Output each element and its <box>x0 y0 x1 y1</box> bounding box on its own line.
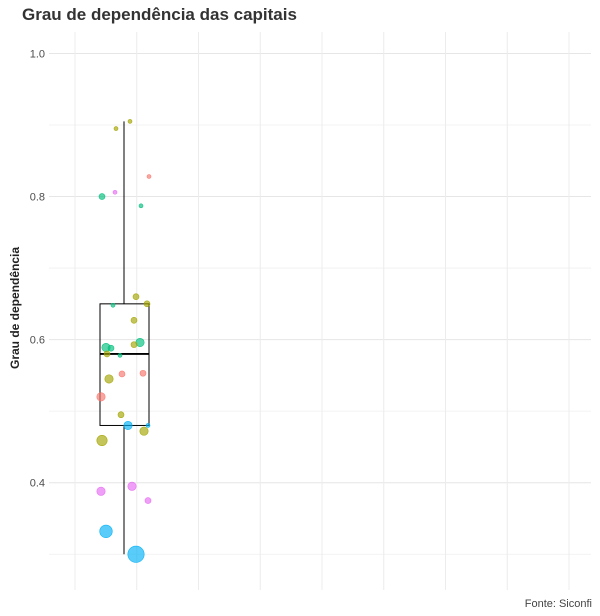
data-point <box>96 392 106 402</box>
data-point <box>145 423 151 428</box>
data-point <box>146 174 152 179</box>
data-points <box>96 119 152 563</box>
data-point <box>127 119 133 124</box>
data-point <box>139 369 147 377</box>
data-point <box>110 302 116 308</box>
boxplot-box <box>99 303 150 426</box>
y-tick-labels: 0.4 0.6 0.8 1.0 <box>30 48 45 489</box>
data-point <box>113 126 119 131</box>
caption: Fonte: Siconfi <box>524 598 592 610</box>
data-point <box>98 193 106 200</box>
y-tick-label: 0.4 <box>30 478 45 490</box>
data-point <box>96 434 108 446</box>
data-point <box>96 486 106 496</box>
data-point <box>103 350 111 358</box>
y-tick-label: 0.6 <box>30 335 45 347</box>
data-point <box>104 374 114 384</box>
data-point <box>127 481 137 491</box>
data-point <box>144 497 152 504</box>
boxplot <box>99 121 150 555</box>
data-point <box>117 411 125 419</box>
y-tick-label: 0.8 <box>30 192 45 204</box>
y-axis-title: Grau de dependência <box>8 247 22 369</box>
data-point <box>107 344 115 352</box>
data-point <box>123 420 133 430</box>
chart-title: Grau de dependência das capitais <box>22 5 297 24</box>
data-point <box>127 545 145 563</box>
data-point <box>138 203 144 209</box>
data-point <box>132 293 140 300</box>
y-tick-label: 1.0 <box>30 48 45 60</box>
data-point <box>130 316 138 324</box>
data-point <box>143 300 151 308</box>
data-point <box>139 426 149 436</box>
grid <box>49 32 591 590</box>
data-point <box>99 524 113 538</box>
data-point <box>117 353 123 358</box>
data-point <box>118 370 126 378</box>
data-point <box>130 341 138 348</box>
data-point <box>112 189 118 195</box>
